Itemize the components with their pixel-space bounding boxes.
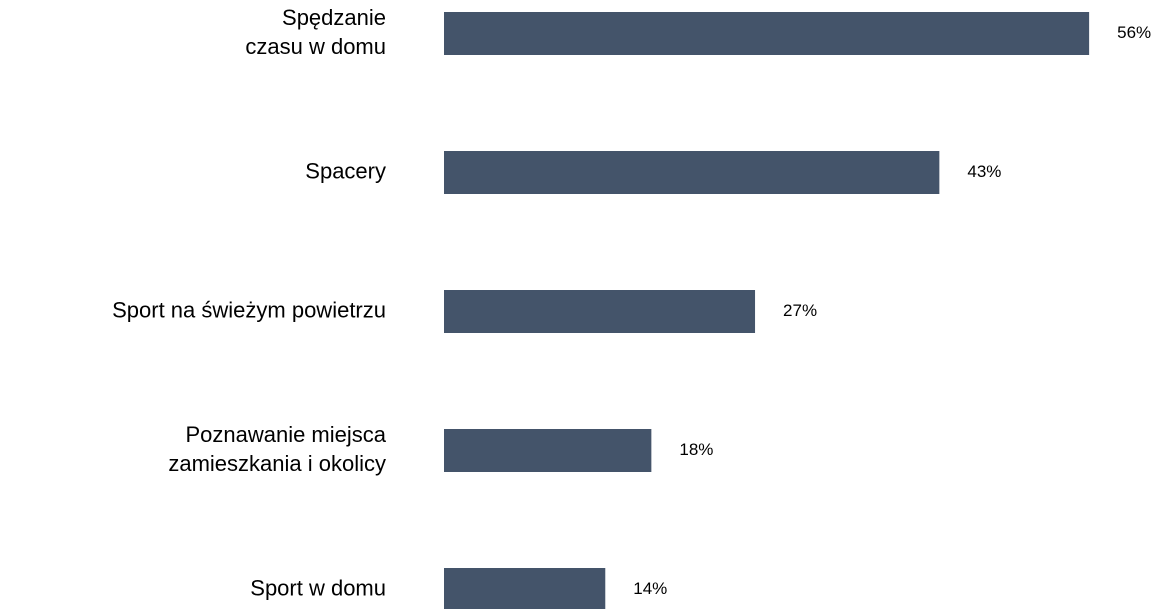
bar: [444, 429, 652, 472]
category-label: Sport w domu: [250, 575, 386, 600]
bar: [444, 290, 756, 333]
category-label: Sport na świeżym powietrzu: [112, 297, 386, 322]
value-label: 14%: [633, 579, 667, 598]
bar: [444, 12, 1090, 55]
bar: [444, 568, 606, 609]
category-label: Spędzanie czasu w domu: [245, 5, 386, 59]
value-label: 18%: [679, 440, 713, 459]
bar: [444, 151, 940, 194]
category-label: Spacery: [305, 158, 386, 183]
category-label: Poznawanie miejsca zamieszkania i okolicy: [168, 422, 386, 476]
value-label: 56%: [1117, 23, 1151, 42]
value-label: 43%: [967, 162, 1001, 181]
value-label: 27%: [783, 301, 817, 320]
